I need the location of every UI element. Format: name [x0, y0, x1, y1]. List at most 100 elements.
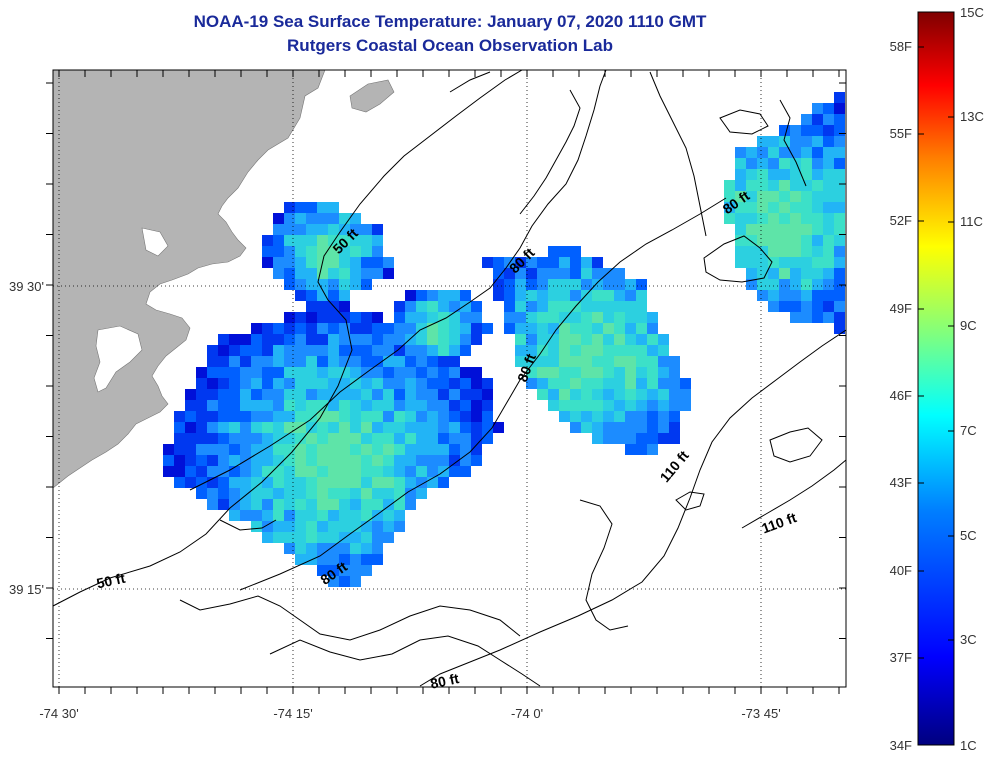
sst-pixel	[262, 378, 273, 389]
sst-pixel	[262, 466, 273, 477]
sst-pixel	[383, 433, 394, 444]
sst-pixel	[658, 367, 669, 378]
sst-pixel	[768, 191, 779, 202]
sst-pixel	[790, 224, 801, 235]
sst-pixel	[460, 323, 471, 334]
sst-pixel	[273, 257, 284, 268]
sst-pixel	[570, 345, 581, 356]
sst-pixel	[790, 158, 801, 169]
sst-pixel	[460, 334, 471, 345]
sst-pixel	[350, 576, 361, 587]
sst-pixel	[295, 400, 306, 411]
sst-pixel	[295, 389, 306, 400]
sst-pixel	[383, 455, 394, 466]
sst-pixel	[570, 422, 581, 433]
sst-pixel	[559, 246, 570, 257]
sst-pixel	[801, 268, 812, 279]
sst-pixel	[559, 290, 570, 301]
sst-pixel	[273, 444, 284, 455]
sst-pixel	[240, 345, 251, 356]
sst-pixel	[537, 323, 548, 334]
sst-pixel	[174, 433, 185, 444]
sst-pixel	[229, 444, 240, 455]
sst-pixel	[372, 400, 383, 411]
sst-pixel	[372, 323, 383, 334]
sst-pixel	[383, 257, 394, 268]
sst-pixel	[801, 180, 812, 191]
sst-pixel	[647, 411, 658, 422]
sst-pixel	[372, 499, 383, 510]
sst-pixel	[405, 433, 416, 444]
sst-pixel	[790, 279, 801, 290]
sst-pixel	[361, 543, 372, 554]
sst-pixel	[317, 389, 328, 400]
colorbar-c-label: 13C	[960, 109, 984, 124]
sst-pixel	[658, 411, 669, 422]
sst-pixel	[196, 466, 207, 477]
sst-pixel	[625, 290, 636, 301]
sst-pixel	[812, 114, 823, 125]
sst-pixel	[262, 235, 273, 246]
sst-pixel	[273, 521, 284, 532]
sst-pixel	[779, 125, 790, 136]
sst-pixel	[625, 422, 636, 433]
sst-pixel	[471, 411, 482, 422]
sst-pixel	[625, 444, 636, 455]
sst-pixel	[273, 367, 284, 378]
sst-pixel	[416, 334, 427, 345]
sst-pixel	[515, 290, 526, 301]
sst-pixel	[284, 235, 295, 246]
sst-pixel	[350, 532, 361, 543]
sst-pixel	[790, 202, 801, 213]
sst-pixel	[229, 433, 240, 444]
sst-pixel	[636, 356, 647, 367]
lon-tick-label: -73 45'	[741, 706, 780, 721]
sst-pixel	[273, 400, 284, 411]
sst-pixel	[581, 400, 592, 411]
sst-pixel	[647, 345, 658, 356]
sst-pixel	[185, 477, 196, 488]
sst-pixel	[779, 202, 790, 213]
sst-pixel	[427, 433, 438, 444]
colorbar-c-label: 1C	[960, 738, 977, 753]
sst-pixel	[834, 158, 845, 169]
sst-pixel	[823, 312, 834, 323]
sst-pixel	[559, 367, 570, 378]
sst-pixel	[658, 356, 669, 367]
sst-pixel	[823, 136, 834, 147]
sst-pixel	[427, 444, 438, 455]
colorbar-f-label: 49F	[890, 301, 912, 316]
sst-pixel	[592, 400, 603, 411]
sst-pixel	[240, 510, 251, 521]
sst-pixel	[504, 312, 515, 323]
sst-pixel	[229, 411, 240, 422]
sst-pixel	[570, 389, 581, 400]
sst-pixel	[273, 235, 284, 246]
sst-pixel	[229, 477, 240, 488]
sst-pixel	[812, 301, 823, 312]
sst-pixel	[317, 488, 328, 499]
sst-pixel	[405, 466, 416, 477]
sst-pixel	[471, 389, 482, 400]
sst-pixel	[438, 455, 449, 466]
sst-pixel	[328, 444, 339, 455]
sst-pixel	[306, 411, 317, 422]
sst-pixel	[295, 345, 306, 356]
sst-pixel	[801, 257, 812, 268]
sst-pixel	[812, 213, 823, 224]
sst-pixel	[559, 378, 570, 389]
sst-pixel	[482, 323, 493, 334]
sst-pixel	[207, 400, 218, 411]
sst-pixel	[625, 312, 636, 323]
sst-pixel	[317, 334, 328, 345]
sst-pixel	[295, 510, 306, 521]
sst-pixel	[207, 433, 218, 444]
sst-pixel	[603, 356, 614, 367]
sst-pixel	[493, 279, 504, 290]
sst-pixel	[460, 400, 471, 411]
sst-pixel	[262, 389, 273, 400]
sst-pixel	[416, 422, 427, 433]
sst-pixel	[526, 290, 537, 301]
sst-overlay	[163, 92, 845, 587]
sst-pixel	[284, 312, 295, 323]
